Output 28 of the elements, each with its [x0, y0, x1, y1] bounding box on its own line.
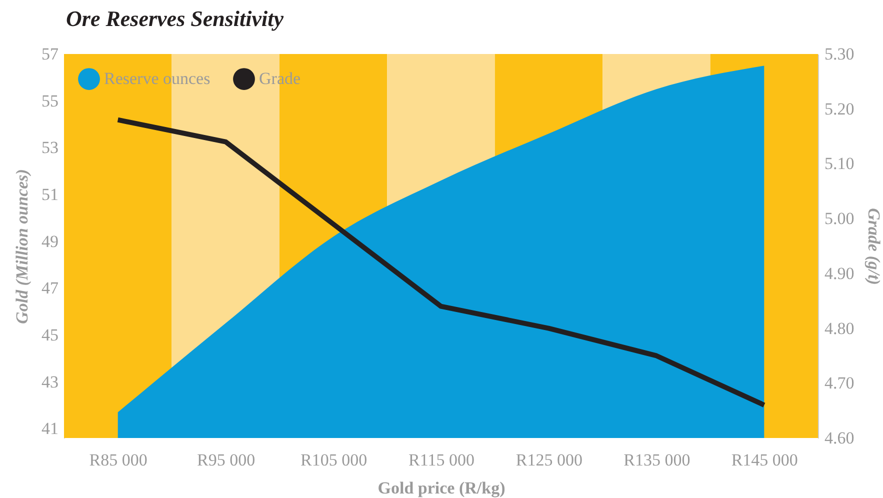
- x-tick-label: R95 000: [197, 450, 256, 470]
- y-tick-label: 47: [42, 278, 59, 298]
- x-tick-label: R145 000: [731, 450, 798, 470]
- chart-title: Ore Reserves Sensitivity: [66, 6, 284, 31]
- y-tick-label: 43: [42, 372, 58, 392]
- y-axis-title: Gold (Million ounces): [12, 169, 32, 324]
- y2-tick-label: 4.70: [824, 374, 854, 393]
- x-tick-label: R105 000: [300, 450, 368, 470]
- x-tick-label: R125 000: [516, 450, 583, 470]
- y-tick-label: 41: [42, 419, 58, 438]
- y-tick-label: 57: [42, 44, 59, 64]
- x-tick-label: R115 000: [408, 450, 474, 470]
- y2-tick-label: 4.80: [824, 318, 854, 338]
- y2-axis-title: Grade (g/t): [864, 208, 883, 285]
- x-tick-label: R135 000: [624, 450, 690, 470]
- x-tick-label: R85 000: [89, 450, 148, 470]
- y2-tick-label: 4.60: [824, 428, 854, 448]
- y2-tick-label: 5.30: [824, 44, 854, 64]
- y-tick-label: 53: [42, 138, 58, 158]
- y-tick-label: 55: [42, 91, 58, 110]
- y2-tick-label: 5.10: [824, 154, 854, 174]
- y2-tick-label: 5.20: [824, 99, 854, 118]
- y2-tick-label: 5.00: [824, 209, 854, 228]
- y2-tick-label: 4.90: [824, 264, 854, 283]
- y-tick-label: 49: [42, 232, 58, 251]
- y-tick-label: 45: [42, 325, 58, 344]
- x-axis-title: Gold price (R/kg): [378, 478, 506, 498]
- y-tick-label: 51: [42, 184, 58, 204]
